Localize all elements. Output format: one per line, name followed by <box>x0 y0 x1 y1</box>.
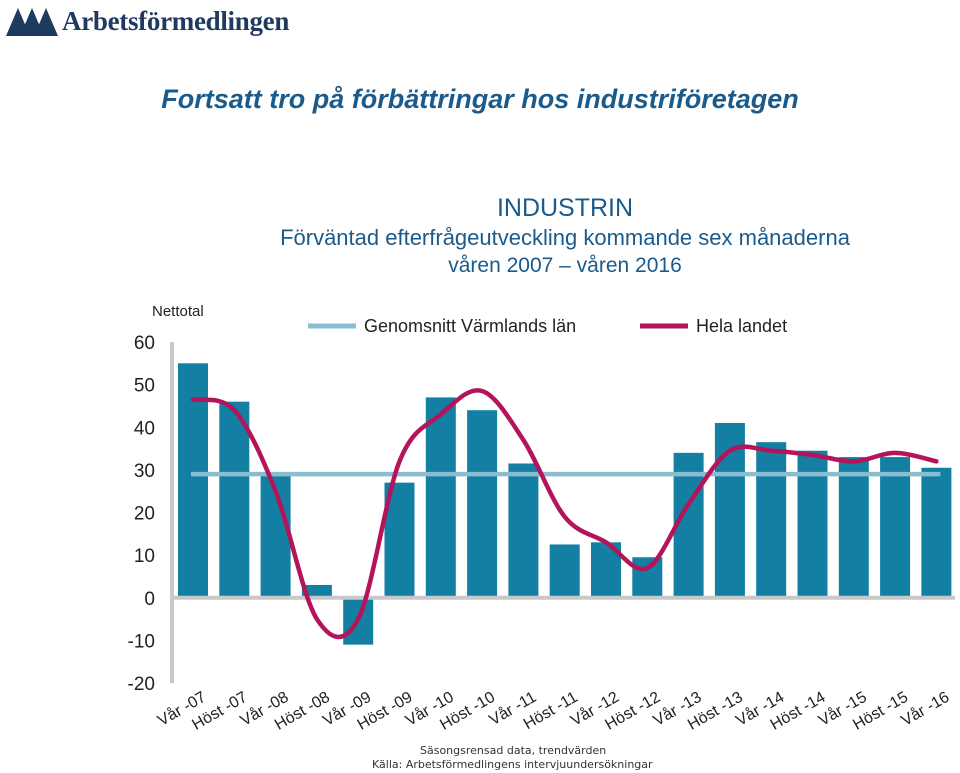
bar <box>549 544 580 598</box>
y-tick-label: 0 <box>144 589 155 610</box>
bar <box>838 457 869 598</box>
logo: Arbetsförmedlingen <box>6 4 289 38</box>
bar <box>467 410 498 598</box>
y-tick-label: 40 <box>134 418 155 439</box>
x-tick-label: Vår -16 <box>898 688 953 730</box>
legend-label: Hela landet <box>696 316 787 336</box>
bar <box>921 467 952 598</box>
bar <box>756 442 787 598</box>
legend-label: Genomsnitt Värmlands län <box>364 316 576 336</box>
y-axis-label: Nettotal <box>152 303 204 320</box>
bar <box>178 363 208 598</box>
bar <box>880 457 911 598</box>
y-tick-label: -10 <box>128 631 155 652</box>
y-tick-label: 50 <box>134 376 155 397</box>
y-tick-label: -20 <box>128 674 155 695</box>
chart-note-source: Källa: Arbetsförmedlingens intervjuunder… <box>372 758 653 771</box>
bar <box>219 401 250 598</box>
logo-mark-icon <box>6 8 58 36</box>
logo-text: Arbetsförmedlingen <box>62 5 290 36</box>
y-tick-label: 20 <box>134 504 155 525</box>
chart-note-seasonal: Säsongsrensad data, trendvärden <box>420 744 607 757</box>
page-title: Fortsatt tro på förbättringar hos indust… <box>161 84 799 114</box>
y-tick-label: 60 <box>134 333 155 354</box>
bar <box>632 557 663 598</box>
bar <box>508 463 539 598</box>
bar <box>301 584 332 598</box>
y-tick-label: 10 <box>134 546 155 567</box>
y-tick-label: 30 <box>134 461 155 482</box>
bar <box>425 397 456 598</box>
chart-title: INDUSTRIN <box>496 194 634 222</box>
series-line-hela-landet <box>190 388 939 640</box>
chart-subtitle-period: våren 2007 – våren 2016 <box>448 254 682 277</box>
chart-subtitle: Förväntad efterfrågeutveckling kommande … <box>280 225 850 250</box>
